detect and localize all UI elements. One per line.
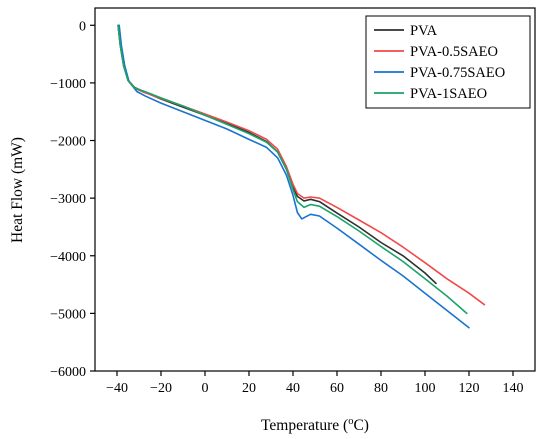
series-line-pva-1saeo — [117, 24, 468, 315]
axes: −40 −20 0 20 40 60 80 100 120 140 0 −1000 −2000 −3000… — [50, 19, 523, 396]
x-tick-label: −20 — [150, 381, 172, 396]
x-tick-label: 140 — [503, 381, 524, 396]
y-tick-label: 0 — [79, 19, 86, 34]
y-tick-label: −3000 — [50, 192, 86, 207]
legend: PVA PVA-0.5SAEO PVA-0.75SAEO PVA-1SAEO — [365, 15, 531, 109]
x-tick-label: 0 — [202, 381, 209, 396]
x-tick-label: 40 — [286, 381, 300, 396]
x-tick-label: 100 — [415, 381, 436, 396]
x-tick-label: −40 — [106, 381, 128, 396]
x-tick-label: 120 — [459, 381, 480, 396]
x-tick-label: 80 — [374, 381, 388, 396]
y-axis-title: Heat Flow (mW) — [9, 137, 26, 243]
y-tick-label: −1000 — [50, 77, 86, 92]
x-tick-label: 60 — [330, 381, 344, 396]
y-tick-label: −2000 — [50, 135, 86, 150]
x-tick-label: 20 — [242, 381, 256, 396]
plot-area — [117, 24, 486, 329]
legend-label: PVA-0.75SAEO — [410, 65, 505, 81]
y-tick-label: −4000 — [50, 250, 86, 265]
series-line-pva-0-75saeo — [118, 24, 470, 329]
legend-label: PVA-1SAEO — [410, 86, 487, 102]
x-axis-title-sup: o — [348, 416, 353, 427]
x-axis-title-tail: C) — [353, 417, 369, 434]
plot-frame — [94, 7, 536, 372]
y-tick-label: −6000 — [50, 365, 86, 380]
x-axis-title: Temperature (oC) — [261, 416, 369, 434]
legend-label: PVA — [410, 23, 438, 39]
legend-label: PVA-0.5SAEO — [410, 44, 498, 60]
x-axis-title-main: Temperature ( — [261, 417, 348, 434]
y-tick-label: −5000 — [50, 307, 86, 322]
